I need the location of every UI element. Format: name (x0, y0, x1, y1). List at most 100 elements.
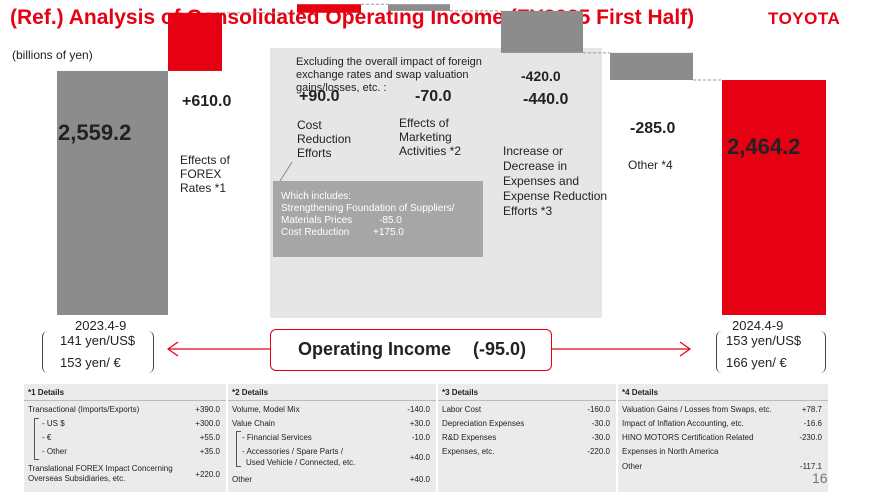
includes-item-suppliers-cont: Materials Prices (281, 215, 353, 226)
details-value: -220.0 (587, 447, 610, 456)
category-label-line: Efforts *3 (503, 204, 553, 218)
value-label-end: 2,464.2 (727, 134, 801, 159)
includes-pointer (279, 161, 293, 182)
details-row: Valuation Gains / Losses from Swaps, etc… (622, 405, 772, 414)
details-value: +55.0 (199, 433, 220, 442)
details-row: - US $ (42, 419, 65, 428)
category-label-line: Increase or (503, 144, 564, 158)
details-value: +390.0 (195, 405, 220, 414)
details-row: R&D Expenses (442, 433, 497, 442)
toyota-logo: TOYOTA (768, 9, 841, 28)
details-value: -160.0 (587, 405, 610, 414)
details-value: -230.0 (799, 433, 822, 442)
includes-value-suppliers: -85.0 (379, 215, 402, 226)
left-period-label: 2023.4-9 (75, 318, 127, 333)
bar-other (610, 52, 693, 81)
value-label-cost: +90.0 (299, 88, 340, 105)
category-label-line: Decrease in (503, 159, 568, 173)
details-panel-2: *2 Details Volume, Model Mix -140.0 Valu… (228, 384, 436, 492)
details-row: - Other (42, 447, 67, 456)
details-row: Other (622, 462, 643, 471)
operating-income-box: Operating Income (-95.0) (270, 329, 552, 371)
bar-forex (168, 12, 222, 71)
category-label-other: Other *4 (628, 158, 673, 172)
category-label-line: Expense Reduction (503, 189, 608, 203)
left-fx-usd: 141 yen/US$ (60, 333, 136, 348)
details-row: Transactional (Imports/Exports) (28, 405, 140, 414)
details-value: -10.0 (411, 433, 430, 442)
details-value: -16.6 (803, 419, 822, 428)
includes-box: Which includes: Strengthening Foundation… (273, 181, 483, 257)
bar-cost_reduction (297, 4, 361, 13)
details-title: *1 Details (28, 388, 65, 397)
details-row: Depreciation Expenses (442, 419, 525, 428)
includes-title: Which includes: (281, 191, 352, 202)
details-row: Expenses, etc. (442, 447, 495, 456)
operating-income-label: Operating Income (-95.0) (271, 339, 553, 360)
bar-marketing (388, 4, 450, 11)
details-value: -140.0 (407, 405, 430, 414)
left-fx-bracket (42, 331, 154, 373)
details-row: Overseas Subsidiaries, etc. (28, 474, 126, 483)
excluding-note-text: Excluding the overall impact of foreign … (296, 56, 482, 94)
includes-item-suppliers: Strengthening Foundation of Suppliers/ (281, 203, 455, 214)
details-value: +40.0 (409, 453, 430, 462)
details-value: -30.0 (591, 433, 610, 442)
details-panel-1: *1 Details Transactional (Imports/Export… (24, 384, 226, 492)
right-fx-eur: 166 yen/ € (726, 355, 787, 370)
details-title: *2 Details (232, 388, 269, 397)
category-label-line: Efforts (297, 146, 332, 160)
value-label-start: 2,559.2 (58, 120, 132, 145)
details-value: -117.1 (799, 462, 822, 471)
page-number: 16 (812, 470, 828, 486)
category-label-line: Effects of (180, 153, 230, 167)
details-row: - Accessories / Spare Parts / (242, 447, 343, 456)
right-period-label: 2024.4-9 (732, 318, 784, 333)
details-panel-3: *3 Details Labor Cost -160.0 Depreciatio… (438, 384, 616, 492)
value-label-marketing: -70.0 (415, 88, 452, 105)
includes-value-cost: +175.0 (373, 227, 404, 238)
bar-end (722, 80, 826, 315)
details-row: Translational FOREX Impact Concerning (28, 464, 173, 473)
details-row: - € (42, 433, 52, 442)
connectors-layer (222, 3, 722, 182)
category-label-expenses: Increase or Decrease in Expenses and Exp… (503, 144, 607, 219)
details-row: Value Chain (232, 419, 275, 428)
details-title: *3 Details (442, 388, 479, 397)
category-label-line: Reduction (297, 132, 352, 146)
category-label-line: Expenses and (503, 174, 580, 188)
details-title: *4 Details (622, 388, 659, 397)
bars-layer (57, 4, 826, 315)
details-row: Expenses in North America (622, 447, 719, 456)
value-label-forex: +610.0 (182, 93, 232, 110)
includes-item-cost: Cost Reduction (281, 227, 350, 238)
category-label-line: Activities *2 (399, 144, 462, 158)
details-row: HINO MOTORS Certification Related (622, 433, 754, 442)
category-label-line: Other *4 (628, 158, 673, 172)
left-fx-eur: 153 yen/ € (60, 355, 121, 370)
category-label-line: Cost (297, 118, 322, 132)
excluding-note: Excluding the overall impact of foreign … (296, 56, 526, 95)
details-row: Other (232, 475, 253, 484)
unit-label: (billions of yen) (12, 48, 93, 62)
details-value: +30.0 (409, 419, 430, 428)
details-row: Impact of Inflation Accounting, etc. (622, 419, 744, 428)
operating-income-text: Operating Income (297, 339, 451, 359)
operating-income-value: (-95.0) (473, 339, 527, 359)
bar-expenses (501, 10, 583, 53)
details-row: Used Vehicle / Connected, etc. (246, 458, 356, 467)
category-label-line: Marketing (399, 130, 452, 144)
value-label-other: -285.0 (630, 120, 676, 137)
category-label-line: Rates *1 (180, 181, 227, 195)
category-label-cost: Cost Reduction Efforts (297, 118, 351, 160)
details-value: -30.0 (591, 419, 610, 428)
details-row: Volume, Model Mix (232, 405, 300, 414)
value-label-expenses: -440.0 (523, 91, 569, 108)
details-row: - Financial Services (242, 433, 312, 442)
details-value: +300.0 (195, 419, 220, 428)
category-label-marketing: Effects of Marketing Activities *2 (399, 116, 461, 158)
details-value: +78.7 (801, 405, 822, 414)
right-fx-usd: 153 yen/US$ (726, 333, 802, 348)
category-label-line: FOREX (180, 167, 222, 181)
